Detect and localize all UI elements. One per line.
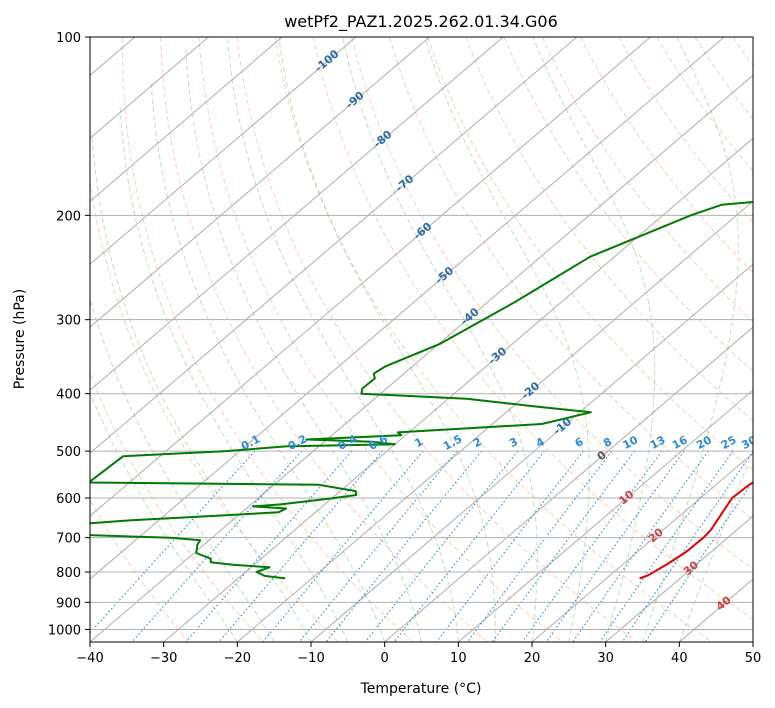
y-tick-label: 300: [56, 314, 81, 329]
dry-adiabat-line: [503, 37, 753, 373]
y-tick-label: 200: [56, 209, 81, 224]
x-axis-label: Temperature (°C): [360, 681, 482, 697]
x-tick-label: 50: [745, 651, 762, 666]
isotherm-line: [90, 37, 283, 202]
x-tick-label: 30: [597, 651, 614, 666]
dewpoint-profile-line: [90, 201, 753, 580]
moist-adiabat-line: [424, 37, 590, 642]
isotherm-line: [237, 200, 753, 642]
mixing-ratio-line: [131, 450, 303, 642]
mixing-ratio-line: [90, 450, 256, 634]
y-tick-label: 900: [56, 596, 81, 611]
plot-frame: [89, 36, 754, 643]
isotherm-line: [90, 37, 357, 265]
background-lines: [90, 37, 753, 642]
x-tick-label: 40: [671, 651, 688, 666]
mixing-ratio-line: [325, 450, 483, 642]
isotherm-line: [90, 74, 753, 642]
isotherm-line: [90, 37, 430, 328]
x-tick-label: −40: [76, 651, 103, 666]
x-tick-label: −20: [224, 651, 251, 666]
y-tick-label: 500: [56, 445, 81, 460]
mixing-ratio-label: 13: [648, 433, 668, 452]
y-tick-label: 1000: [48, 623, 81, 638]
y-tick-label: 700: [56, 532, 81, 547]
mixing-ratio-line: [393, 450, 545, 642]
isotherm-line: [163, 137, 753, 642]
isotherm-line: [90, 37, 725, 580]
mixing-ratio-label: 25: [719, 433, 739, 452]
moist-adiabat-line: [90, 297, 275, 642]
axes: −40 −30 −20 −10 0 10 20 30 40 50 100 200 300 400 500 60…: [48, 31, 761, 666]
dry-adiabat-line: [427, 37, 753, 471]
mixing-ratio-line: [262, 450, 424, 642]
isotherm-line: [90, 37, 651, 517]
mixing-ratio-line: [467, 450, 613, 642]
isotherm-line: [90, 37, 209, 139]
y-axis-label: Pressure (hPa): [12, 289, 28, 389]
y-tick-label: 400: [56, 388, 81, 403]
isotherm-line: [458, 389, 753, 642]
moist-adiabat-line: [532, 37, 656, 642]
dry-adiabat-line: [351, 37, 753, 570]
mixing-ratio-line: [599, 450, 734, 642]
mixing-ratio-line: [545, 450, 685, 642]
sounding-profiles: [90, 201, 753, 580]
mixing-ratio-label: 20: [694, 433, 714, 452]
dry-adiabat-line: [121, 37, 414, 642]
mixing-ratio-label: 10: [621, 433, 641, 452]
dry-adiabat-line: [236, 37, 638, 642]
mixing-ratio-line: [298, 450, 458, 642]
pressure-grid: [90, 37, 753, 630]
mixing-ratio-line: [364, 450, 519, 642]
x-tick-label: 0: [381, 651, 389, 666]
mixing-ratio-line: [435, 450, 584, 642]
dry-adiabat-line: [90, 177, 339, 642]
temperature-profile-line: [639, 481, 753, 580]
moist-adiabat-line: [642, 37, 739, 642]
isotherm-line: [90, 37, 504, 391]
mixing-ratio-line: [644, 480, 753, 642]
moist-adiabat-line: [119, 104, 349, 642]
y-tick-label: 800: [56, 566, 81, 581]
mixing-ratio-line: [521, 450, 663, 642]
x-tick-label: 20: [524, 651, 541, 666]
isotherm-line: [531, 452, 753, 642]
dry-adiabat-line: [312, 37, 753, 620]
isotherm-line: [384, 326, 753, 642]
dry-adiabat-line: [274, 37, 712, 642]
x-tick-label: −30: [150, 651, 177, 666]
isotherm-line: [90, 37, 578, 454]
dry-adiabat-line: [389, 37, 753, 521]
mixing-ratio-label: 16: [670, 433, 690, 452]
y-tick-label: 600: [56, 492, 81, 507]
x-tick-label: 10: [450, 651, 467, 666]
moist-adiabat-line: [91, 132, 312, 642]
chart-title: wetPf2_PAZ1.2025.262.01.34.G06: [284, 12, 558, 32]
moist-adiabat-line: [342, 37, 538, 642]
x-tick-label: −10: [297, 651, 324, 666]
dry-adiabat-line: [656, 37, 753, 172]
moist-adiabat-line: [185, 49, 422, 642]
moist-adiabat-line: [278, 37, 496, 642]
mixing-ratio-line: [621, 450, 753, 642]
isotherm-line: [605, 515, 753, 642]
dry-adiabat-line: [541, 37, 753, 323]
isotherm-line: [310, 263, 753, 642]
moist-adiabat-line: [226, 37, 459, 642]
y-tick-label: 100: [56, 31, 81, 46]
mixing-ratio-label: 30: [739, 433, 759, 452]
